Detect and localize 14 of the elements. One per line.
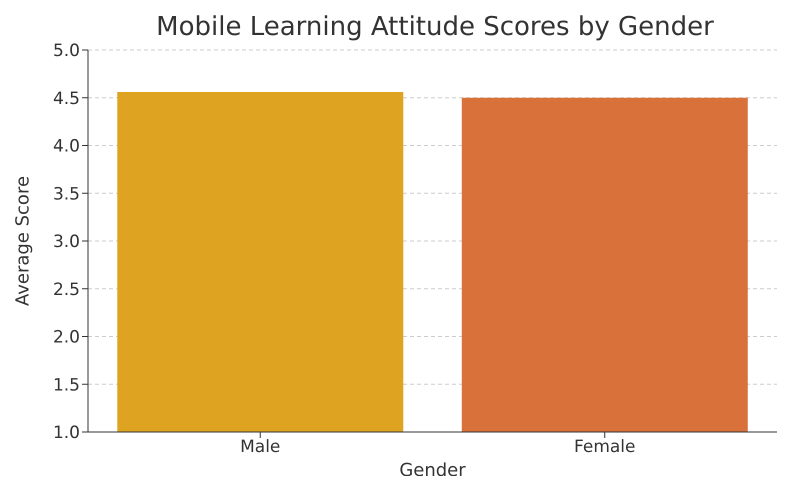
y-tick-label: 2.0 <box>52 328 80 348</box>
x-tick-label: Female <box>574 437 636 458</box>
x-axis-title: Gender <box>399 460 466 481</box>
y-tick-label: 1.5 <box>52 375 80 396</box>
y-tick-label: 4.0 <box>52 136 80 157</box>
x-tick-label: Male <box>240 437 280 458</box>
y-tick-label: 3.5 <box>52 184 80 204</box>
y-axis-title: Average Score <box>12 176 34 306</box>
y-tick-label: 5.0 <box>52 41 80 62</box>
chart-title: Mobile Learning Attitude Scores by Gender <box>155 12 715 42</box>
y-tick-label: 1.0 <box>52 423 80 444</box>
y-tick-label: 2.5 <box>52 280 80 300</box>
y-tick-label: 4.5 <box>52 88 80 109</box>
y-tick-label: 3.0 <box>52 232 80 252</box>
